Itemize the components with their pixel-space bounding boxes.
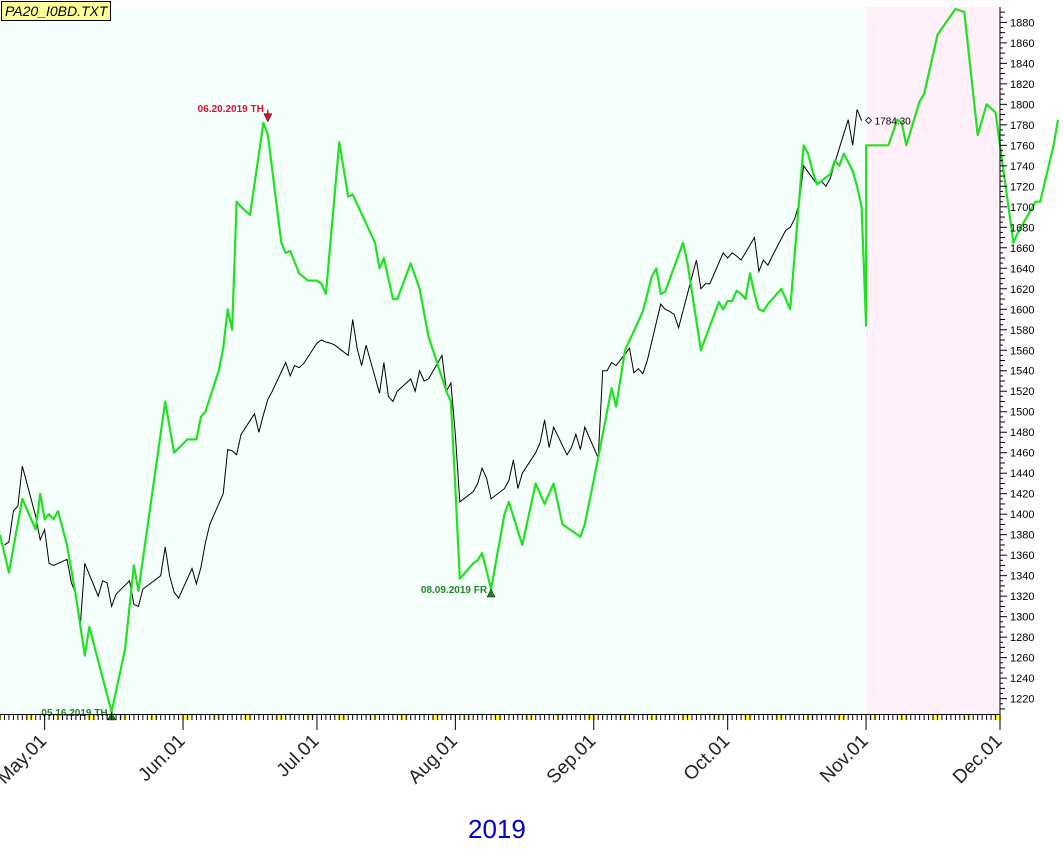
y-tick-label: 1420 — [1010, 489, 1034, 501]
last-price-label: 1784.30 — [875, 116, 912, 127]
x-tick-label: Jul.01 — [273, 731, 324, 782]
x-tick-label: Jun.01 — [134, 731, 189, 786]
y-tick-label: 1600 — [1010, 304, 1034, 316]
y-tick-label: 1580 — [1010, 325, 1034, 337]
y-tick-label: 1760 — [1010, 140, 1034, 152]
y-tick-label: 1860 — [1010, 38, 1034, 50]
x-tick-label: May.01 — [0, 731, 51, 789]
y-tick-label: 1460 — [1010, 448, 1034, 460]
forecast-region — [866, 7, 1000, 714]
x-tick-label: Dec.01 — [949, 731, 1006, 788]
y-tick-label: 1680 — [1010, 222, 1034, 234]
y-tick-label: 1400 — [1010, 509, 1034, 521]
x-axis-title: 2019 — [468, 814, 526, 844]
y-tick-label: 1780 — [1010, 120, 1034, 132]
y-tick-label: 1740 — [1010, 161, 1034, 173]
weekend-marker — [0, 715, 2, 720]
y-tick-label: 1840 — [1010, 58, 1034, 70]
x-tick-label: Oct.01 — [680, 731, 734, 785]
low-marker-icon — [486, 588, 496, 598]
y-tick-label: 1360 — [1010, 550, 1034, 562]
y-tick-label: 1540 — [1010, 366, 1034, 378]
y-tick-label: 1480 — [1010, 427, 1034, 439]
y-tick-label: 1320 — [1010, 591, 1034, 603]
plot-background — [0, 7, 866, 714]
high-annotation-label: 06.20.2019 TH — [198, 104, 264, 115]
y-tick-label: 1720 — [1010, 181, 1034, 193]
annotations: 06.20.2019 TH 05.16.2019 TH 08.09.2019 FR 1… — [41, 104, 912, 721]
y-tick-label: 1800 — [1010, 99, 1034, 111]
y-tick-label: 1220 — [1010, 694, 1034, 706]
y-axis: 1220 1240 1260 1280 1300 1320 1340 1360 1380 1400… — [1000, 11, 1034, 710]
x-axis: May.01 Jun.01 Jul.01 Aug.01 Sep.01 Oct.01 Nov.… — [0, 715, 1007, 789]
y-tick-label: 1880 — [1010, 17, 1034, 29]
y-tick-label: 1560 — [1010, 345, 1034, 357]
indicator-series — [0, 7, 1060, 714]
y-tick-label: 1660 — [1010, 243, 1034, 255]
x-tick-label: Nov.01 — [816, 731, 872, 787]
y-tick-label: 1820 — [1010, 79, 1034, 91]
price-series — [4, 109, 863, 624]
y-tick-label: 1500 — [1010, 407, 1034, 419]
y-tick-label: 1280 — [1010, 632, 1034, 644]
y-tick-label: 1340 — [1010, 571, 1034, 583]
y-tick-label: 1620 — [1010, 284, 1034, 296]
y-tick-label: 1300 — [1010, 612, 1034, 624]
x-tick-label: Sep.01 — [543, 731, 600, 788]
indicator-line — [0, 7, 1060, 714]
y-tick-label: 1640 — [1010, 263, 1034, 275]
y-tick-label: 1380 — [1010, 530, 1034, 542]
y-tick-label: 1440 — [1010, 468, 1034, 480]
low-annotation-label: 08.09.2019 FR — [421, 585, 488, 596]
y-tick-label: 1700 — [1010, 202, 1034, 214]
y-tick-label: 1520 — [1010, 386, 1034, 398]
file-name-label: PA20_I0BD.TXT — [1, 1, 112, 21]
y-tick-label: 1260 — [1010, 653, 1034, 665]
low-annotation-label: 05.16.2019 TH — [41, 708, 107, 719]
last-price-marker-icon — [865, 116, 873, 124]
y-tick-label: 1240 — [1010, 673, 1034, 685]
price-line — [4, 109, 863, 624]
x-tick-label: Aug.01 — [404, 731, 461, 788]
